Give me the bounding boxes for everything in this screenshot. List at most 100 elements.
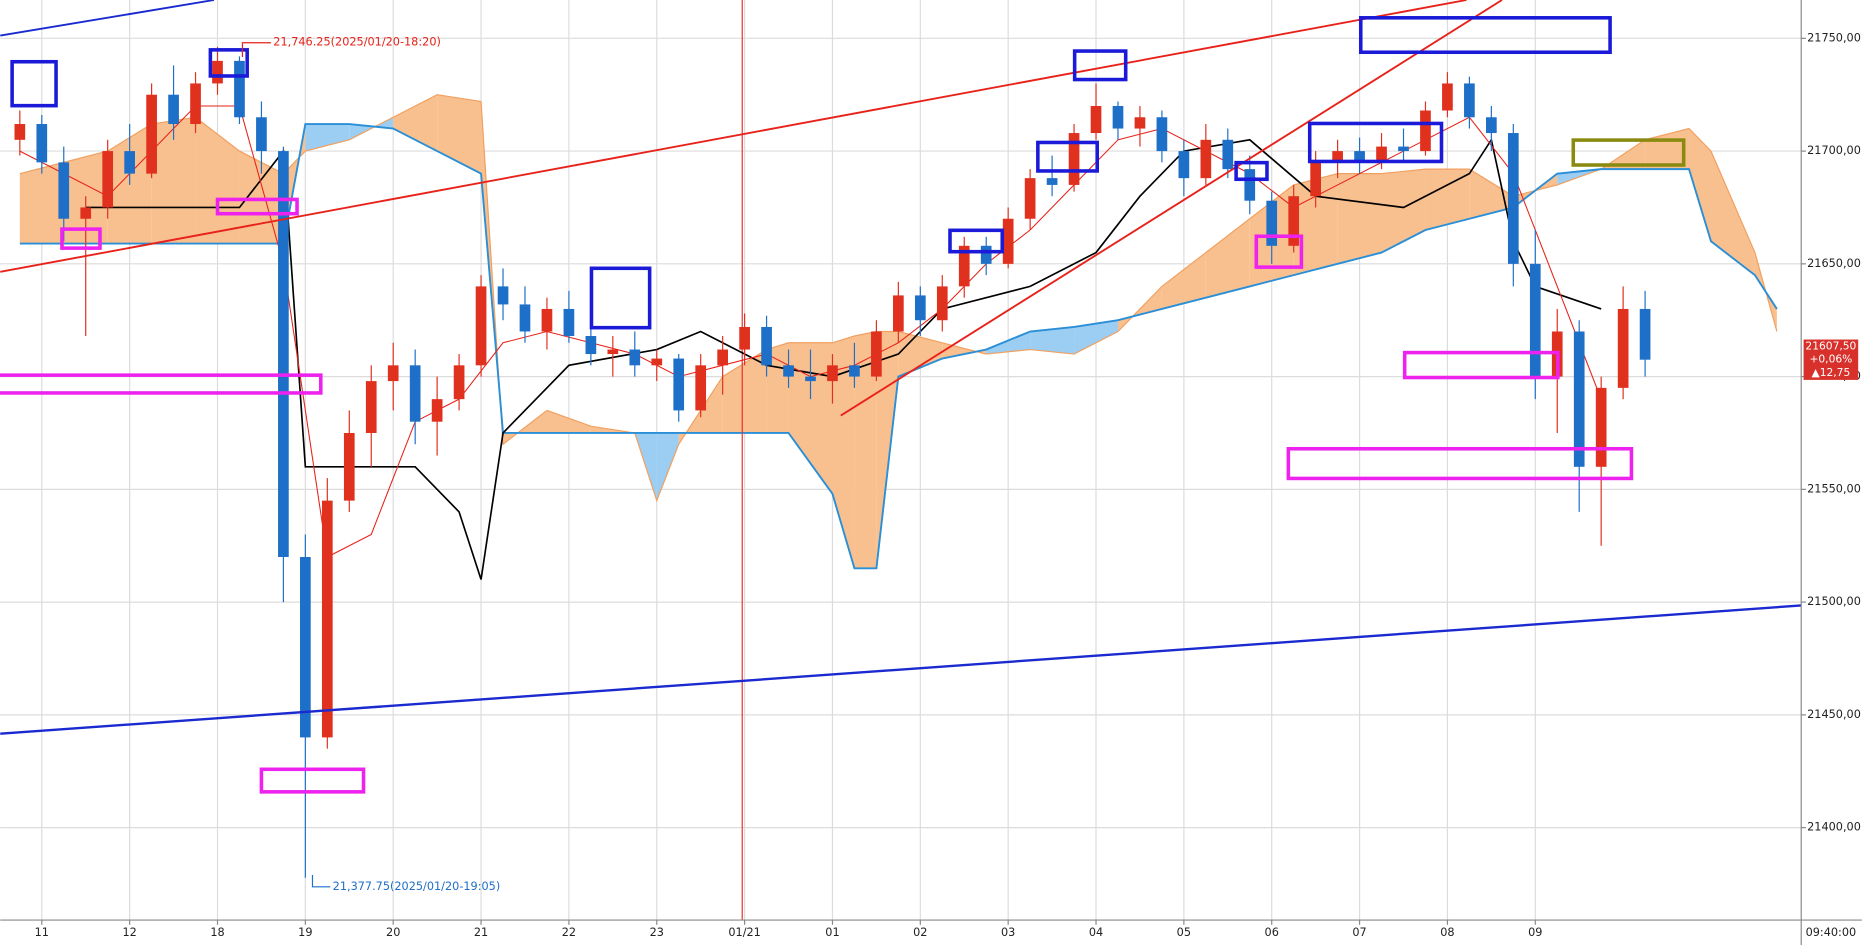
price-badge bbox=[1803, 339, 1859, 380]
y-tick-label: 21700,00 bbox=[1807, 144, 1861, 157]
x-tick-label: 06 bbox=[1265, 926, 1279, 939]
candle-body bbox=[1288, 196, 1300, 246]
candle-body bbox=[1002, 218, 1014, 264]
box bbox=[1254, 234, 1304, 269]
box bbox=[1402, 350, 1560, 380]
cloud-segment bbox=[656, 432, 679, 501]
candle-layer bbox=[14, 46, 1651, 878]
candle-body bbox=[1156, 117, 1168, 152]
candle-body bbox=[519, 304, 531, 332]
candle-body bbox=[453, 365, 465, 400]
x-tick-label: 11 bbox=[35, 926, 49, 939]
box bbox=[589, 266, 652, 330]
box bbox=[215, 197, 299, 216]
trend-line bbox=[0, 604, 1802, 735]
x-tick-label: 23 bbox=[650, 926, 664, 939]
candle-body bbox=[212, 60, 223, 84]
x-tick-label: 19 bbox=[298, 926, 312, 939]
box bbox=[1036, 140, 1099, 173]
candle-body bbox=[278, 151, 289, 558]
candle-body bbox=[717, 349, 728, 366]
cloud-segment bbox=[942, 342, 987, 359]
candle-body bbox=[783, 365, 794, 377]
x-tick-label: 02 bbox=[913, 926, 927, 939]
box bbox=[208, 48, 249, 78]
cloud-segment bbox=[1469, 169, 1514, 219]
candle-body bbox=[585, 336, 597, 355]
box bbox=[1234, 160, 1269, 182]
cloud-segment bbox=[986, 331, 1031, 355]
box bbox=[10, 59, 58, 108]
candle-body bbox=[761, 326, 772, 366]
box bbox=[1072, 49, 1128, 82]
box bbox=[948, 228, 1005, 254]
high-leader bbox=[241, 42, 271, 57]
candle-body bbox=[1112, 105, 1124, 129]
y-tick-label: 21650,00 bbox=[1807, 257, 1861, 270]
low-note: 21,377.75(2025/01/20-19:05) bbox=[333, 880, 501, 893]
candle-body bbox=[849, 365, 860, 377]
candle-body bbox=[871, 331, 882, 377]
candle-body bbox=[673, 358, 685, 411]
candle-body bbox=[80, 207, 92, 219]
x-tick-label: 22 bbox=[562, 926, 576, 939]
candle-body bbox=[629, 349, 641, 366]
cloud-segment bbox=[151, 117, 196, 244]
candle-body bbox=[1200, 139, 1212, 179]
box bbox=[1286, 446, 1634, 481]
change: ▲12,75 bbox=[1812, 366, 1851, 379]
candle-body bbox=[1354, 151, 1365, 163]
candle-body bbox=[1573, 331, 1585, 467]
candle-body bbox=[497, 286, 509, 305]
cloud-segment bbox=[788, 342, 833, 494]
candle-body bbox=[1068, 133, 1080, 185]
candle-body bbox=[124, 151, 135, 174]
candle-body bbox=[893, 295, 904, 332]
y-tick-label: 21500,00 bbox=[1807, 595, 1861, 608]
x-tick-label: 20 bbox=[386, 926, 400, 939]
candle-body bbox=[343, 432, 355, 501]
cloud-segment bbox=[393, 94, 438, 152]
candle-body bbox=[936, 286, 948, 321]
candle-body bbox=[1332, 151, 1343, 163]
candle-body bbox=[58, 162, 70, 219]
box bbox=[1358, 16, 1612, 55]
y-tick-label: 21450,00 bbox=[1807, 708, 1861, 721]
x-tick-label: 21 bbox=[474, 926, 488, 939]
cloud-segment bbox=[305, 124, 350, 152]
base-line bbox=[85, 137, 1602, 580]
candle-body bbox=[1178, 151, 1190, 179]
x-tick-label: 07 bbox=[1352, 926, 1366, 939]
candle-body bbox=[958, 245, 970, 287]
candle-body bbox=[1639, 308, 1651, 360]
candle-body bbox=[1464, 83, 1475, 118]
x-tick-label: 08 bbox=[1440, 926, 1454, 939]
candle-body bbox=[1310, 162, 1321, 197]
last-time: 09:40:00 bbox=[1806, 926, 1857, 939]
candle-body bbox=[14, 124, 26, 140]
span-a-line bbox=[19, 94, 1778, 503]
candle-body bbox=[234, 60, 245, 118]
y-tick-label: 21550,00 bbox=[1807, 482, 1861, 495]
candle-body bbox=[1244, 169, 1256, 201]
candle-body bbox=[1529, 263, 1541, 377]
x-tick-label: 09 bbox=[1528, 926, 1542, 939]
cloud-segment bbox=[854, 331, 877, 569]
candle-body bbox=[190, 83, 201, 125]
candle-body bbox=[1266, 200, 1278, 246]
candle-body bbox=[563, 308, 575, 337]
y-tick-label: 21400,00 bbox=[1807, 821, 1861, 834]
candle-body bbox=[541, 308, 553, 332]
box bbox=[259, 767, 366, 794]
cloud-segment bbox=[1293, 173, 1338, 276]
cloud-segment bbox=[1161, 252, 1206, 309]
candle-body bbox=[1486, 117, 1497, 134]
candle-body bbox=[1090, 105, 1102, 134]
candle-body bbox=[431, 399, 443, 422]
span-b-line bbox=[19, 123, 1778, 570]
box bbox=[1571, 138, 1686, 167]
cloud-segment bbox=[1337, 173, 1382, 264]
candle-body bbox=[1398, 146, 1409, 152]
cloud-segment bbox=[766, 342, 789, 433]
